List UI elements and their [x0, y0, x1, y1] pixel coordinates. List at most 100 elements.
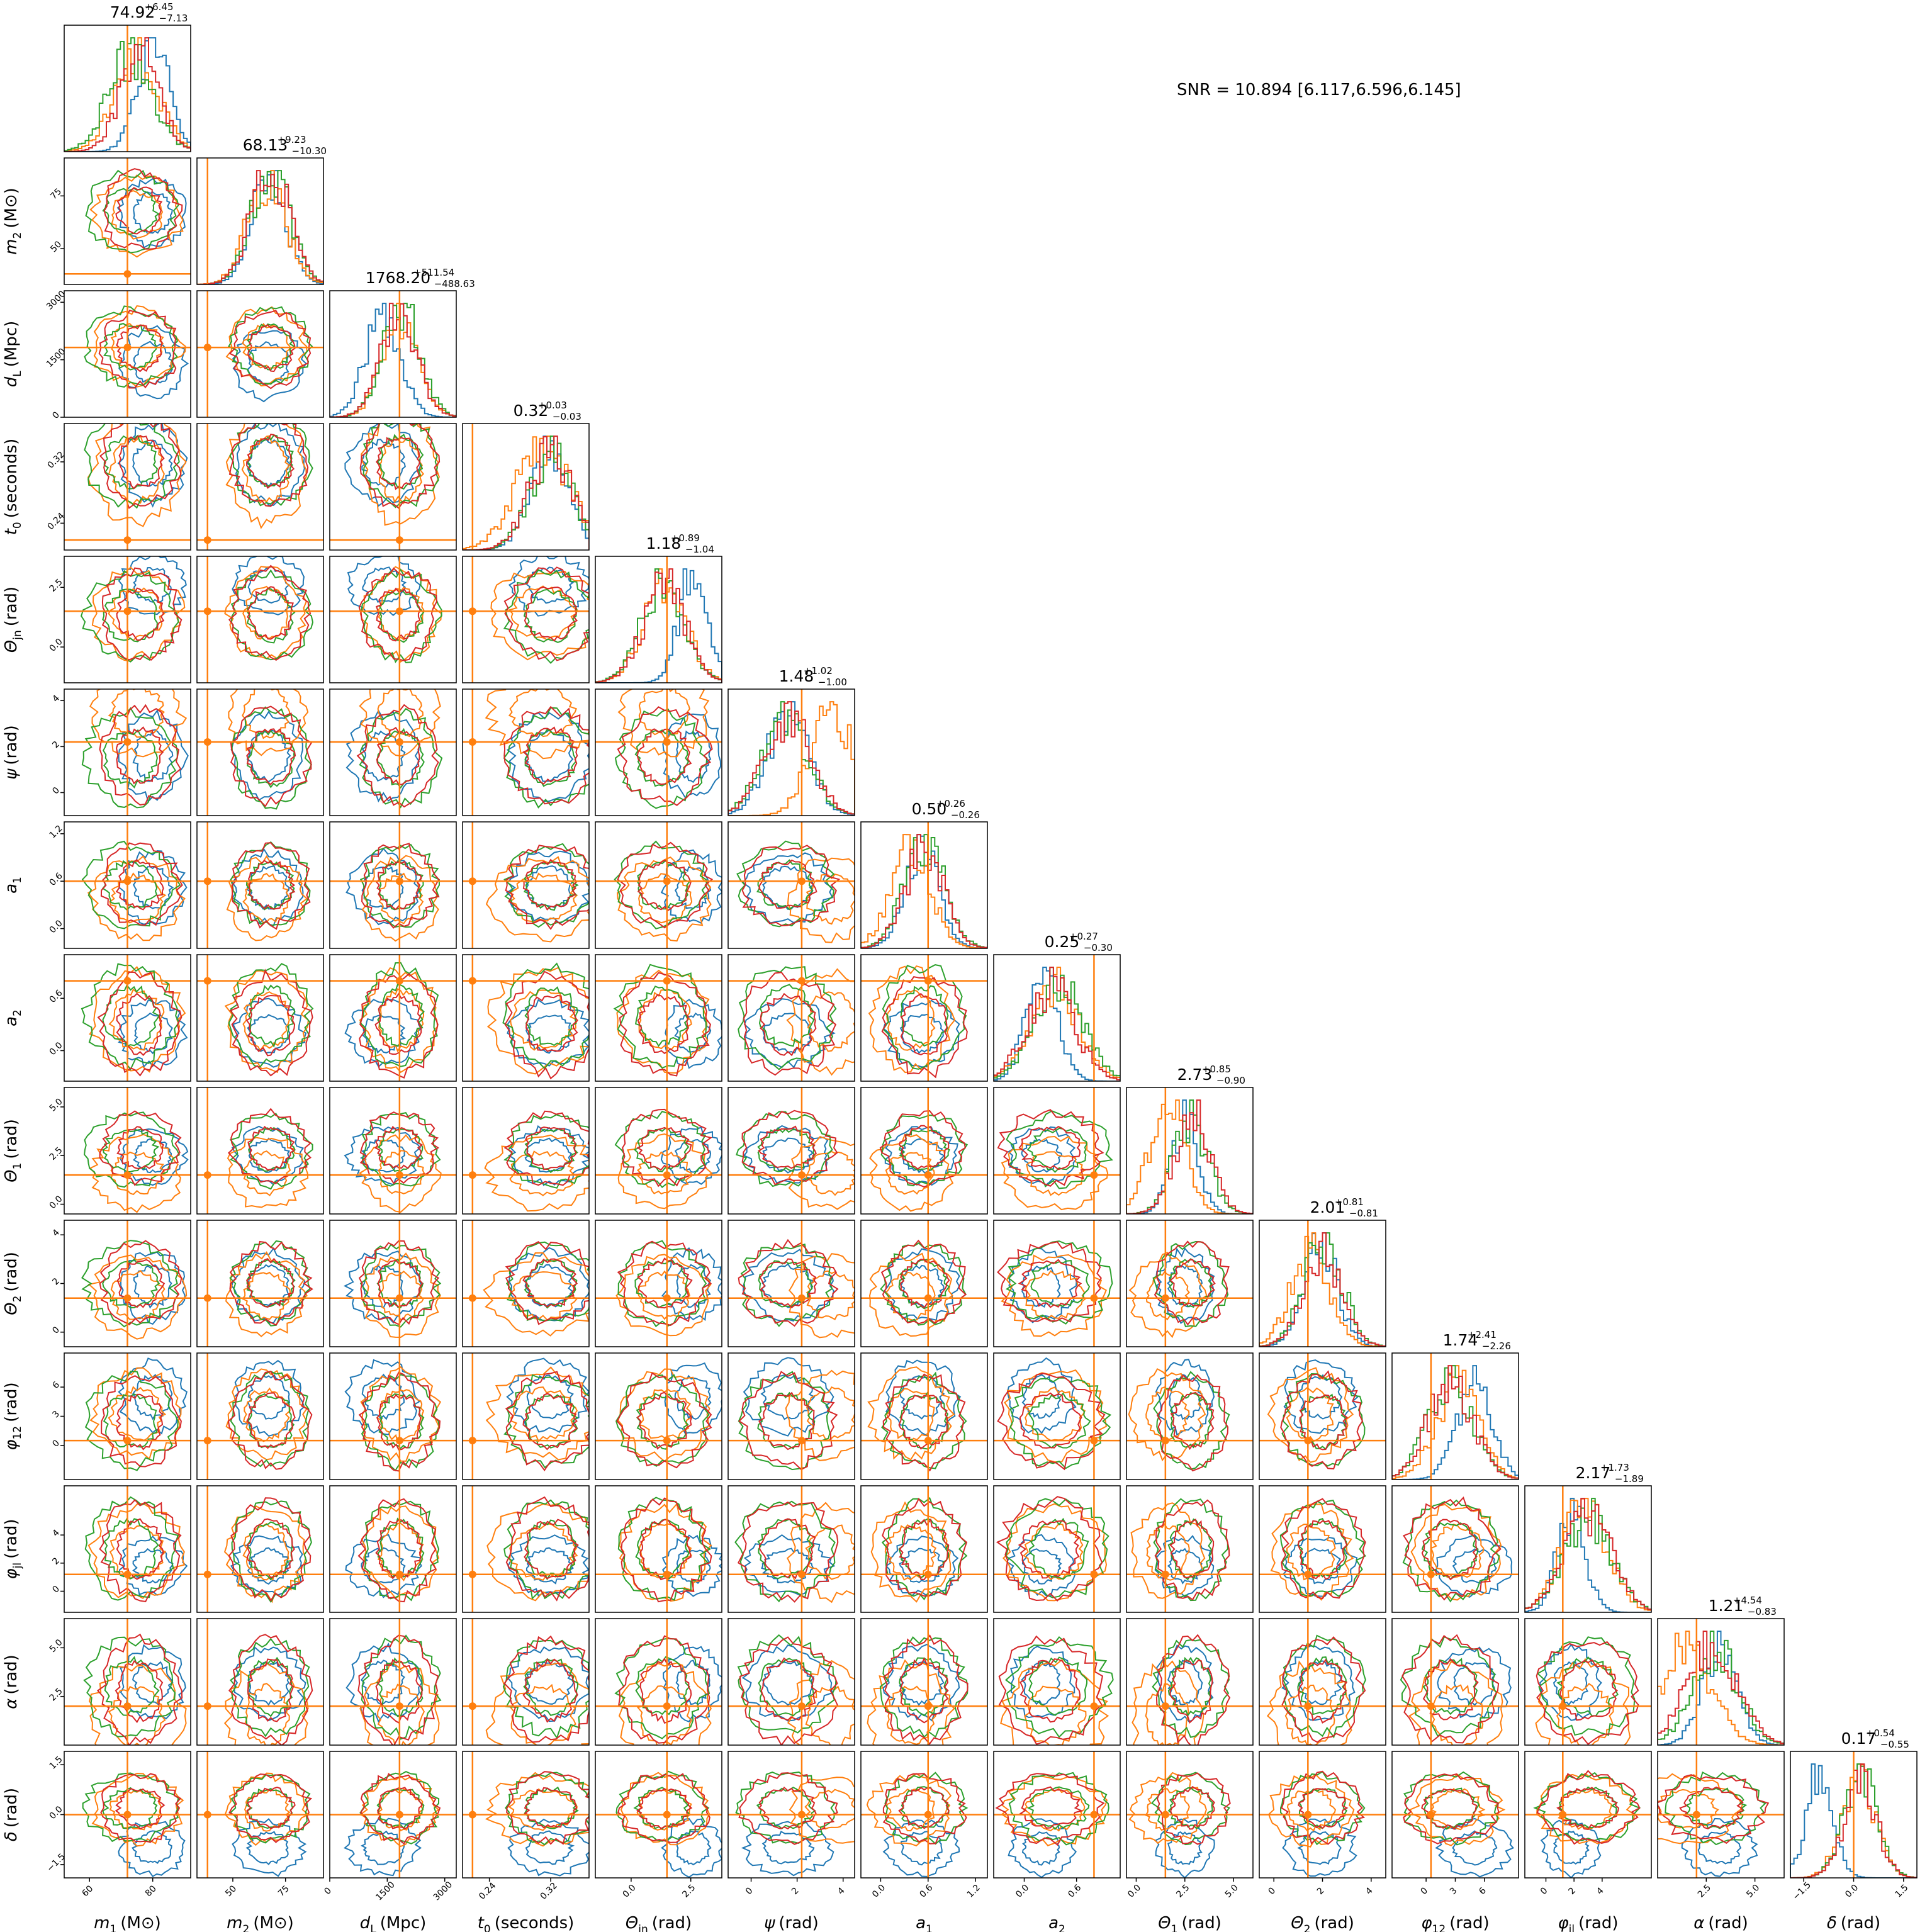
panel-theta2-vs-theta1: [1126, 1220, 1254, 1347]
contour-alpha-psi-series-3-level-1: [739, 1636, 839, 1745]
panel-delta-vs-t0: 0.24 0.32 t0 (seconds): [462, 1751, 590, 1932]
contour-delta-alpha-series-3-level-0: [1679, 1786, 1744, 1829]
hist-m2-series-3: [197, 170, 323, 284]
contour-delta-phijl-series-1-level-0: [1558, 1788, 1613, 1830]
contour-theta2-psi-series-2-level-0: [758, 1260, 814, 1308]
contour-alpha-t0-series-3-level-1: [503, 1635, 589, 1743]
contour-delta-m1-series-2-level-0: [102, 1787, 158, 1829]
contour-theta1-psi-series-0-level-0: [762, 1137, 814, 1174]
panel-a1-vs-a1: 0.50+0.26−0.26: [860, 798, 988, 949]
contour-a2-t0-series-2-level-0: [524, 986, 578, 1047]
contour-theta_jn-dL-series-1-level-1: [359, 566, 442, 663]
panel-frame: [462, 1485, 590, 1613]
ytick-label-phijl: 2: [50, 1556, 62, 1567]
contour-phijl-dL-series-3-level-1: [357, 1498, 437, 1603]
panel-frame: [595, 821, 722, 949]
contour-alpha-dL-series-0-level-1: [345, 1643, 423, 1723]
ylabel-theta_jn: Θjn(rad): [2, 587, 24, 653]
panel-phi12-vs-theta1: [1126, 1352, 1254, 1480]
contour-theta2-m2-series-3-level-1: [229, 1240, 313, 1326]
contour-a2-a1-series-2-level-1: [882, 964, 967, 1070]
panel-phi12-vs-m1: 0 3 6 φ12(rad): [2, 1352, 191, 1480]
contour-dL-m1-series-3-level-0: [116, 324, 163, 373]
contour-alpha-t0-series-1-level-1: [485, 1662, 589, 1745]
panel-frame: [64, 1618, 191, 1746]
contour-theta1-m1-series-2-level-1: [84, 1111, 181, 1188]
contour-delta-m2-series-0-level-0: [245, 1831, 289, 1865]
panel-frame: [727, 821, 855, 949]
panel-theta1-vs-t0: [462, 1087, 590, 1215]
panel-phi12-vs-m2: [196, 1352, 324, 1480]
contour-alpha-m1-series-1-level-1: [89, 1665, 187, 1745]
contour-t0-m1-series-1-level-1: [87, 424, 187, 527]
contour-delta-m2-series-1-level-1: [224, 1772, 310, 1846]
ytick-label-psi: 0: [50, 785, 62, 797]
xtick-label-phi12: 6: [1477, 1885, 1488, 1897]
panel-frame: [1126, 1751, 1254, 1879]
contour-phijl-a2-series-3-level-1: [996, 1496, 1103, 1602]
contour-theta1-m1-series-1-level-0: [110, 1151, 165, 1196]
contour-phijl-theta1-series-0-level-1: [1154, 1535, 1215, 1598]
contour-phijl-theta1-series-2-level-0: [1167, 1518, 1213, 1581]
truth-marker: [468, 1171, 476, 1179]
contour-theta_jn-t0-series-0-level-0: [524, 566, 575, 604]
contour-phi12-theta2-series-1-level-0: [1286, 1386, 1334, 1442]
contour-a2-m2-series-2-level-1: [228, 963, 314, 1068]
contour-theta1-a2-series-2-level-1: [1006, 1110, 1113, 1189]
panel-frame: [196, 1751, 324, 1879]
truth-marker: [797, 977, 806, 985]
contour-phi12-t0-series-2-level-0: [525, 1394, 578, 1449]
contour-a2-a1-series-3-level-0: [900, 992, 948, 1055]
contour-t0-dL-series-1-level-1: [361, 424, 440, 526]
contour-a1-theta_jn-series-2-level-1: [614, 840, 707, 929]
contour-a2-dL-series-2-level-1: [359, 962, 439, 1067]
contour-psi-m1-series-3-level-0: [116, 726, 164, 785]
contour-phi12-theta_jn-series-0-level-0: [674, 1374, 712, 1420]
truth-marker: [663, 1294, 671, 1302]
contour-theta2-theta_jn-series-3-level-1: [617, 1240, 712, 1326]
hist-phi12-series-3: [1392, 1365, 1519, 1480]
truth-marker: [468, 1437, 476, 1445]
contour-a2-m2-series-2-level-0: [248, 984, 296, 1048]
panel-a2-vs-a2: 0.25+0.27−0.30: [993, 931, 1121, 1082]
contour-alpha-a2-series-1-level-1: [1000, 1658, 1109, 1745]
panel-frame: [860, 1352, 988, 1480]
contour-theta2-psi-series-1-level-0: [806, 1270, 855, 1320]
panel-a1-vs-psi: [727, 821, 855, 949]
truth-marker: [123, 344, 132, 352]
panel-frame: [860, 1220, 988, 1347]
contour-phi12-theta2-series-1-level-1: [1267, 1367, 1354, 1463]
contour-phijl-a2-series-0-level-0: [1021, 1548, 1062, 1585]
panel-frame: [462, 821, 590, 949]
contour-psi-t0-series-1-level-1: [485, 689, 589, 760]
panel-alpha-vs-phi12: [1391, 1618, 1519, 1746]
contour-m2-m1-series-3-level-0: [115, 186, 163, 235]
ytick-label-t0: 0.32: [45, 449, 66, 470]
contour-theta2-dL-series-2-level-0: [376, 1259, 424, 1308]
truth-marker: [924, 1294, 932, 1302]
panel-frame: [1657, 1751, 1785, 1879]
contour-theta_jn-t0-series-3-level-0: [524, 586, 578, 642]
contour-psi-theta_jn-series-1-level-0: [638, 689, 690, 739]
truth-marker: [1161, 1294, 1169, 1302]
contour-phijl-dL-series-3-level-0: [375, 1519, 423, 1580]
xtick-label-delta: −1.5: [1791, 1880, 1813, 1902]
truth-marker: [395, 1294, 403, 1302]
panel-a1-vs-theta_jn: [595, 821, 722, 949]
truth-marker: [123, 877, 132, 885]
contour-phijl-phi12-series-2-level-0: [1421, 1522, 1479, 1580]
contour-delta-theta2-series-0-level-1: [1282, 1818, 1357, 1877]
contour-phijl-theta_jn-series-3-level-1: [621, 1497, 712, 1603]
contour-psi-theta_jn-series-3-level-1: [617, 706, 713, 806]
truth-marker: [395, 738, 403, 746]
contour-t0-dL-series-2-level-1: [362, 424, 439, 508]
contour-alpha-phi12-series-1-level-0: [1431, 1684, 1484, 1745]
panel-theta2-vs-dL: [329, 1220, 457, 1347]
truth-marker: [468, 1294, 476, 1302]
contour-alpha-theta1-series-1-level-0: [1145, 1683, 1189, 1745]
panel-m1-vs-m1: 74.92+6.45−7.13: [64, 1, 191, 152]
contour-theta2-a2-series-3-level-1: [997, 1241, 1102, 1323]
contour-a1-theta_jn-series-1-level-0: [638, 873, 693, 924]
contour-delta-dL-series-0-level-1: [343, 1817, 422, 1877]
panel-theta_jn-vs-theta_jn: 1.18+0.89−1.04: [595, 532, 722, 683]
